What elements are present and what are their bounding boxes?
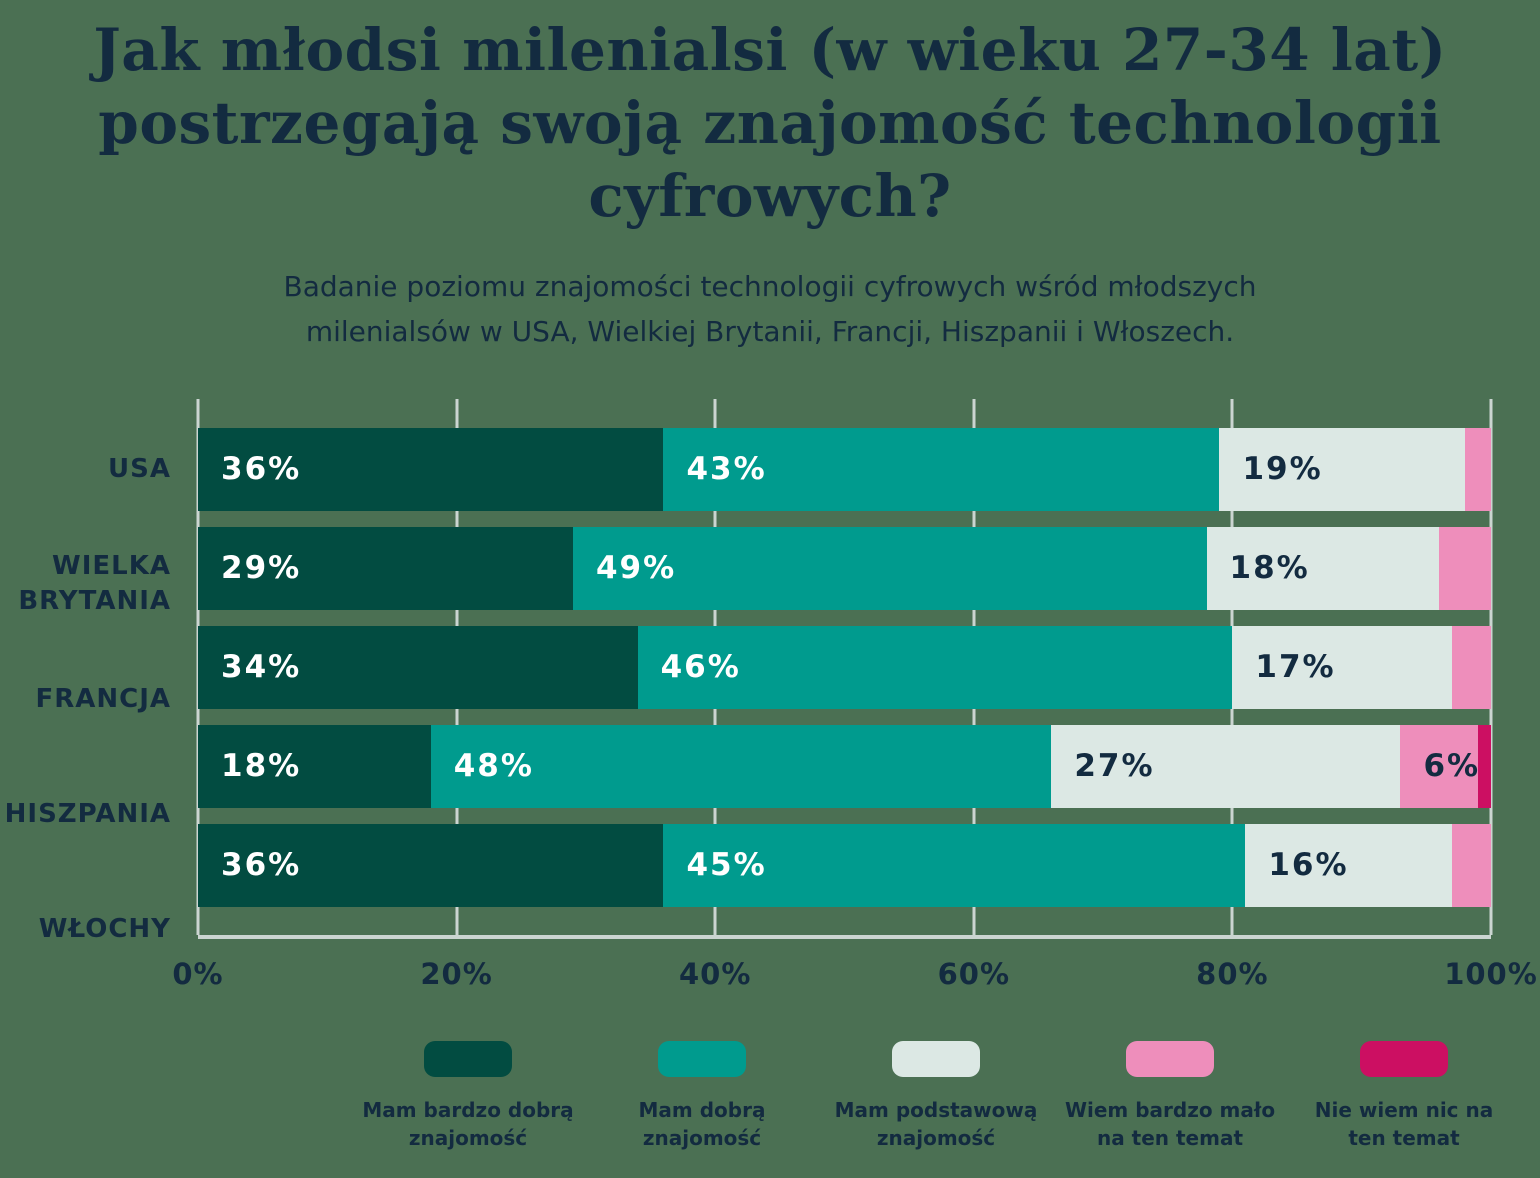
legend-label: Mam dobrą znajomość <box>638 1097 766 1150</box>
bar-segment: 19% <box>1219 427 1466 511</box>
category-label: WIELKA BRYTANIA <box>18 551 171 617</box>
plot-area: 36% 43% 19% 29% 49% 18% 34% 46% 17% 18% 48% 27% 6% 36… <box>196 398 1493 939</box>
bar-segment: 45% <box>663 823 1246 907</box>
bar-segment: 16% <box>1245 823 1453 907</box>
bar-value-label: 36% <box>221 451 302 488</box>
chart-title-line: cyfrowych? <box>588 162 952 231</box>
bar-value-label: 16% <box>1268 847 1349 884</box>
bar-segment: 18% <box>198 724 431 808</box>
x-tick-label: 100% <box>1444 956 1538 991</box>
bar-value-label: 49% <box>595 550 677 587</box>
bar-row: 36% 43% 19% <box>198 427 1491 511</box>
legend-swatch <box>424 1040 512 1077</box>
legend-item: Mam dobrą znajomość <box>596 1040 808 1152</box>
chart-title-line: Jak młodsi milenialsi (w wieku 27-34 lat… <box>93 16 1447 84</box>
bar-row: 34% 46% 17% <box>198 625 1491 709</box>
legend-item: Mam podstawową znajomość <box>830 1040 1042 1152</box>
bar-value-label: 34% <box>221 649 302 686</box>
bar-segment <box>1439 526 1491 610</box>
bar-segment <box>1452 625 1491 709</box>
x-axis: 0% 20% 40% 60% 80% 100% <box>172 956 1536 999</box>
legend-item: Nie wiem nic na ten temat <box>1298 1040 1510 1152</box>
bar-value-label: 6% <box>1423 748 1479 785</box>
bar-rows: 36% 43% 19% 29% 49% 18% 34% 46% 17% 18% 48% 27% 6% 36… <box>198 427 1491 907</box>
category-labels: USA WIELKA BRYTANIA FRANCJA HISZPANIA WŁOCHY <box>0 428 171 971</box>
bar-segment: 34% <box>198 625 638 709</box>
chart-subtitle: Badanie poziomu znajomości technologii c… <box>0 265 1540 355</box>
legend: Mam bardzo dobrą znajomość Mam dobrą znaj… <box>362 1040 1510 1152</box>
bar-row: 29% 49% 18% <box>198 526 1491 610</box>
legend-label: Mam podstawową znajomość <box>834 1097 1038 1150</box>
bar-segment: 48% <box>430 724 1052 808</box>
bar-segment <box>1465 427 1491 511</box>
x-tick-label: 80% <box>1196 956 1269 991</box>
bar-value-label: 27% <box>1074 748 1155 785</box>
chart-subtitle-line: milenialsów w USA, Wielkiej Brytanii, Fr… <box>305 315 1235 349</box>
bar-segment <box>1452 823 1491 907</box>
bar-value-label: 18% <box>1229 550 1310 587</box>
legend-swatch <box>1126 1040 1214 1077</box>
chart-title: Jak młodsi milenialsi (w wieku 27-34 lat… <box>0 0 1540 233</box>
x-tick-label: 0% <box>172 956 224 991</box>
gridline <box>1489 398 1493 935</box>
chart-subtitle-line: Badanie poziomu znajomości technologii c… <box>283 270 1257 304</box>
bar-row: 36% 45% 16% <box>198 823 1491 907</box>
bar-value-label: 19% <box>1242 451 1323 488</box>
stacked-bar-chart: USA WIELKA BRYTANIA FRANCJA HISZPANIA WŁOCHY… <box>5 398 1537 999</box>
category-label: HISZPANIA <box>4 798 171 829</box>
bar-segment: 17% <box>1232 625 1453 709</box>
category-label: FRANCJA <box>35 683 171 714</box>
legend-swatch <box>658 1040 746 1077</box>
category-label: WŁOCHY <box>38 913 171 944</box>
legend-swatch <box>1360 1040 1448 1077</box>
bar-row: 18% 48% 27% 6% <box>198 724 1491 808</box>
category-label: USA <box>108 453 171 484</box>
legend-label: Nie wiem nic na ten temat <box>1314 1097 1494 1150</box>
bar-segment: 36% <box>198 823 664 907</box>
bar-segment: 43% <box>663 427 1220 511</box>
bar-value-label: 48% <box>453 748 534 785</box>
bar-value-label: 43% <box>686 451 767 488</box>
x-tick-label: 40% <box>678 956 752 991</box>
bar-segment: 49% <box>572 526 1207 610</box>
chart-title-line: postrzegają swoją znajomość technologii <box>98 89 1442 158</box>
bar-segment: 36% <box>198 427 664 511</box>
bar-value-label: 29% <box>221 550 302 587</box>
bar-segment: 6% <box>1400 724 1479 808</box>
bar-value-label: 45% <box>686 847 767 884</box>
bar-value-label: 36% <box>221 847 302 884</box>
legend-label: Mam bardzo dobrą znajomość <box>362 1097 574 1150</box>
legend-item: Mam bardzo dobrą znajomość <box>362 1040 574 1152</box>
bar-segment: 27% <box>1051 724 1401 808</box>
bar-segment: 18% <box>1206 526 1440 610</box>
bar-value-label: 17% <box>1255 649 1336 686</box>
bar-segment <box>1478 724 1491 808</box>
legend-label: Wiem bardzo mało na ten temat <box>1064 1097 1276 1150</box>
bar-segment: 46% <box>637 625 1233 709</box>
legend-item: Wiem bardzo mało na ten temat <box>1064 1040 1276 1152</box>
legend-swatch <box>892 1040 980 1077</box>
x-tick-label: 20% <box>420 956 493 991</box>
bar-value-label: 18% <box>221 748 302 785</box>
x-tick-label: 60% <box>937 956 1011 991</box>
bar-segment: 29% <box>198 526 573 610</box>
bar-value-label: 46% <box>660 649 741 686</box>
